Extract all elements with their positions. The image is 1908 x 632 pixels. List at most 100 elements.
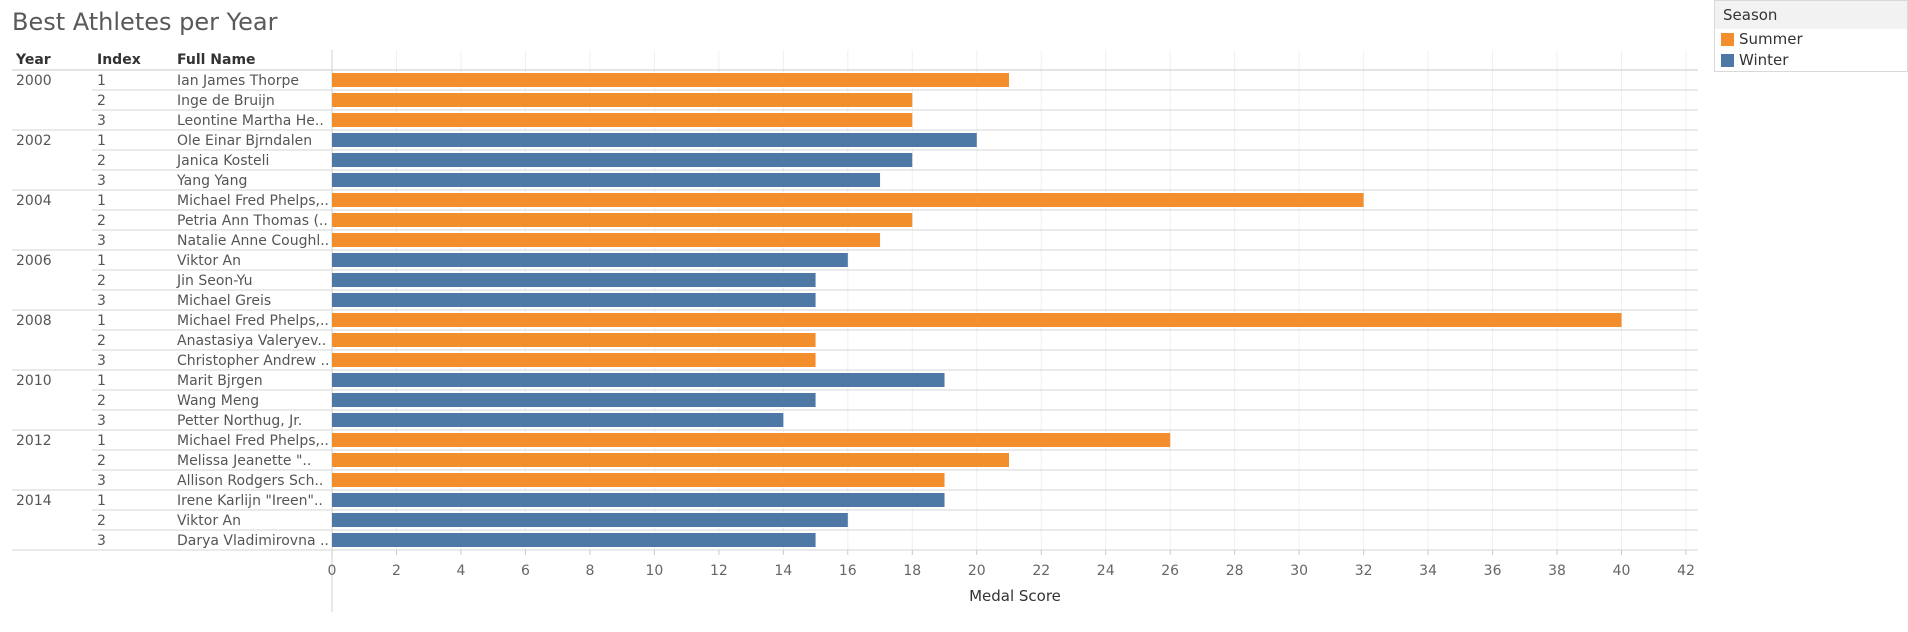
- bars: [332, 73, 1622, 547]
- cell-index: 2: [97, 93, 106, 109]
- page-title: Best Athletes per Year: [12, 8, 278, 36]
- bar: [332, 513, 848, 527]
- cell-full-name: Leontine Martha He..: [177, 113, 324, 129]
- bar: [332, 373, 945, 387]
- chart: Year Index Full Name 2000 1 Ian James Thorpe 2…: [12, 50, 1698, 612]
- x-tick-label: 26: [1161, 563, 1179, 579]
- bar: [332, 453, 1009, 467]
- cell-index: 3: [97, 113, 106, 129]
- x-tick-label: 16: [839, 563, 857, 579]
- cell-index: 3: [97, 533, 106, 549]
- x-tick-label: 34: [1419, 563, 1437, 579]
- bar: [332, 73, 1009, 87]
- bar: [332, 93, 913, 107]
- cell-index: 1: [97, 493, 106, 509]
- cell-index: 2: [97, 333, 106, 349]
- cell-index: 2: [97, 393, 106, 409]
- cell-year: 2004: [16, 193, 52, 209]
- cell-year: 2002: [16, 133, 52, 149]
- legend: Season Summer Winter: [1714, 0, 1908, 72]
- bar: [332, 293, 816, 307]
- x-tick-label: 12: [710, 563, 728, 579]
- x-tick-label: 30: [1290, 563, 1308, 579]
- x-tick-label: 0: [328, 563, 337, 579]
- table-text: Year Index Full Name 2000 1 Ian James Thorpe 2…: [15, 52, 329, 549]
- cell-year: 2006: [16, 253, 52, 269]
- cell-full-name: Viktor An: [177, 253, 241, 269]
- cell-full-name: Michael Greis: [177, 293, 271, 309]
- bar: [332, 273, 816, 287]
- x-tick-label: 42: [1677, 563, 1695, 579]
- cell-index: 3: [97, 473, 106, 489]
- cell-full-name: Darya Vladimirovna ..: [177, 533, 329, 549]
- cell-index: 3: [97, 173, 106, 189]
- x-tick-label: 38: [1548, 563, 1566, 579]
- x-tick-label: 32: [1355, 563, 1373, 579]
- bar: [332, 493, 945, 507]
- bar: [332, 413, 784, 427]
- cell-index: 1: [97, 193, 106, 209]
- cell-index: 3: [97, 413, 106, 429]
- cell-full-name: Natalie Anne Coughl..: [177, 233, 329, 249]
- x-tick-label: 40: [1613, 563, 1631, 579]
- cell-full-name: Allison Rodgers Sch..: [177, 473, 323, 489]
- bar: [332, 153, 913, 167]
- cell-index: 1: [97, 373, 106, 389]
- legend-item-winter[interactable]: Winter: [1715, 50, 1907, 71]
- cell-index: 3: [97, 233, 106, 249]
- bar: [332, 233, 881, 247]
- x-tick-label: 18: [903, 563, 921, 579]
- row-separators: [12, 50, 1698, 612]
- cell-index: 2: [97, 213, 106, 229]
- cell-year: 2010: [16, 373, 52, 389]
- cell-full-name: Yang Yang: [176, 173, 247, 189]
- cell-index: 3: [97, 353, 106, 369]
- header-year: Year: [15, 52, 51, 68]
- cell-full-name: Jin Seon-Yu: [176, 273, 253, 289]
- cell-index: 1: [97, 433, 106, 449]
- cell-full-name: Ole Einar Bjrndalen: [177, 133, 312, 149]
- legend-title: Season: [1715, 1, 1907, 29]
- cell-full-name: Ian James Thorpe: [177, 73, 299, 89]
- bar: [332, 253, 848, 267]
- x-axis-title: Medal Score: [969, 587, 1061, 605]
- x-tick-label: 6: [521, 563, 530, 579]
- cell-full-name: Inge de Bruijn: [177, 93, 275, 109]
- legend-label-summer: Summer: [1739, 30, 1803, 48]
- bar: [332, 393, 816, 407]
- bar: [332, 213, 913, 227]
- cell-year: 2000: [16, 73, 52, 89]
- cell-index: 1: [97, 133, 106, 149]
- x-tick-label: 28: [1226, 563, 1244, 579]
- bar: [332, 193, 1364, 207]
- cell-full-name: Michael Fred Phelps,..: [177, 313, 329, 329]
- legend-label-winter: Winter: [1739, 51, 1789, 69]
- x-tick-label: 10: [645, 563, 663, 579]
- x-tick-label: 14: [774, 563, 792, 579]
- x-axis: 0 2 4 6 8 10 12 14 16 18 20 22 24 26 28 30 32 34 36 38 40 42M…: [328, 550, 1695, 605]
- cell-year: 2012: [16, 433, 52, 449]
- cell-full-name: Melissa Jeanette "..: [177, 453, 311, 469]
- x-tick-label: 22: [1032, 563, 1050, 579]
- cell-full-name: Janica Kosteli: [176, 153, 269, 169]
- cell-full-name: Irene Karlijn "Ireen"..: [177, 493, 323, 509]
- legend-item-summer[interactable]: Summer: [1715, 29, 1907, 50]
- x-tick-label: 20: [968, 563, 986, 579]
- x-tick-label: 24: [1097, 563, 1115, 579]
- cell-full-name: Christopher Andrew ..: [177, 353, 329, 369]
- bar: [332, 113, 913, 127]
- bar: [332, 133, 977, 147]
- cell-full-name: Petria Ann Thomas (..: [177, 213, 328, 229]
- x-tick-label: 4: [456, 563, 465, 579]
- cell-full-name: Viktor An: [177, 513, 241, 529]
- x-tick-label: 36: [1484, 563, 1502, 579]
- cell-index: 1: [97, 313, 106, 329]
- legend-swatch-winter: [1721, 54, 1734, 67]
- cell-index: 2: [97, 153, 106, 169]
- cell-full-name: Marit Bjrgen: [177, 373, 263, 389]
- bar: [332, 473, 945, 487]
- cell-full-name: Wang Meng: [177, 393, 259, 409]
- cell-year: 2014: [16, 493, 52, 509]
- legend-swatch-summer: [1721, 33, 1734, 46]
- header-index: Index: [97, 52, 141, 68]
